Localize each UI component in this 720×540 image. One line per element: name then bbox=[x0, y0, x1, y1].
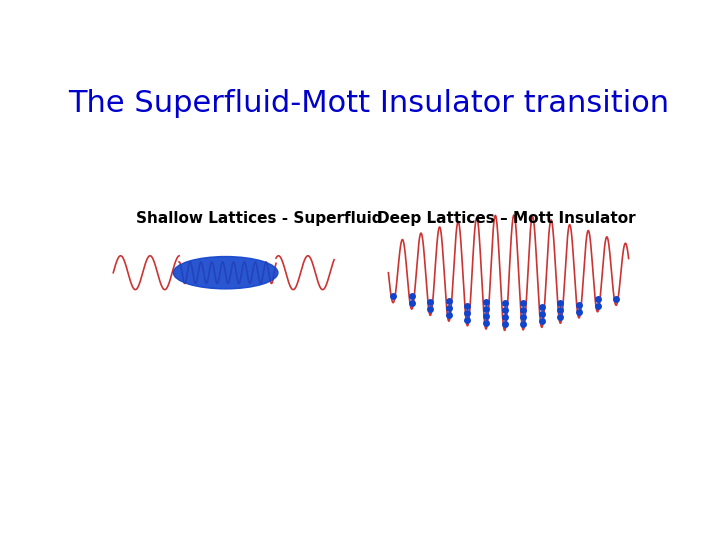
Point bbox=[536, 310, 548, 319]
Point bbox=[554, 313, 566, 321]
Point bbox=[443, 303, 454, 312]
Point bbox=[443, 310, 454, 319]
Point bbox=[518, 319, 529, 328]
Point bbox=[406, 299, 418, 307]
Point bbox=[573, 307, 585, 316]
Point bbox=[536, 303, 548, 312]
Point bbox=[425, 305, 436, 314]
Point bbox=[611, 295, 622, 303]
Point bbox=[499, 320, 510, 328]
Point bbox=[462, 301, 473, 310]
Point bbox=[462, 308, 473, 317]
Point bbox=[518, 306, 529, 314]
Point bbox=[573, 300, 585, 309]
Point bbox=[480, 312, 492, 320]
Point bbox=[480, 319, 492, 327]
Point bbox=[592, 294, 603, 303]
Point bbox=[387, 292, 399, 301]
Text: Deep Lattices – Mott Insulator: Deep Lattices – Mott Insulator bbox=[377, 211, 635, 226]
Point bbox=[592, 301, 603, 310]
Point bbox=[480, 298, 492, 306]
Point bbox=[536, 317, 548, 326]
Text: The Superfluid-Mott Insulator transition: The Superfluid-Mott Insulator transition bbox=[68, 89, 670, 118]
Point bbox=[554, 299, 566, 308]
Point bbox=[406, 292, 418, 300]
Point bbox=[554, 306, 566, 314]
Ellipse shape bbox=[174, 256, 278, 289]
Text: Shallow Lattices - Superfluid: Shallow Lattices - Superfluid bbox=[137, 211, 383, 226]
Point bbox=[518, 299, 529, 307]
Point bbox=[443, 297, 454, 306]
Point bbox=[462, 315, 473, 324]
Point bbox=[499, 299, 510, 308]
Point bbox=[499, 306, 510, 315]
Point bbox=[499, 313, 510, 322]
Point bbox=[480, 305, 492, 313]
Point bbox=[425, 298, 436, 307]
Point bbox=[518, 313, 529, 321]
